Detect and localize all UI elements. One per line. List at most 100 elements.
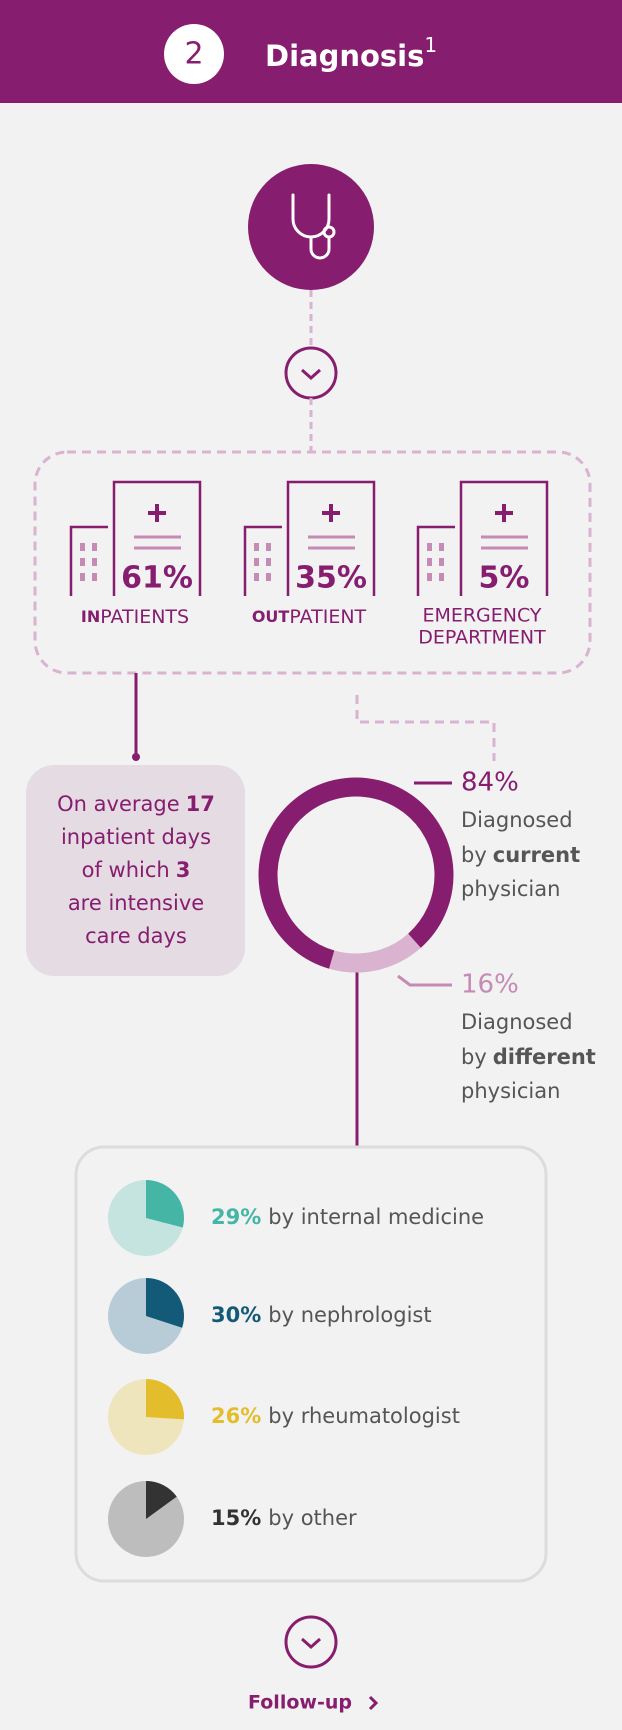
window [92,573,97,581]
diagnosis-text: by current [461,843,580,867]
care-label: EMERGENCY [422,605,541,627]
pie-wedge [146,1379,184,1420]
hospital-cross [148,504,166,522]
window [439,543,444,551]
diagnosis-text: Diagnosed [461,1010,573,1034]
note-text: of which [82,858,170,882]
window [439,573,444,581]
specialty-label: by other [268,1506,357,1530]
care-label-text: PATIENTS [100,606,189,628]
hospital-lines [308,535,355,550]
window [80,573,85,581]
specialty-label: by internal medicine [268,1205,484,1229]
specialty-text: 26% by rheumatologist [211,1404,460,1428]
diagnosis-text: physician [461,1079,560,1103]
diagnosis-by: by [461,843,487,867]
window [254,543,259,551]
stethoscope-icon [291,193,331,260]
window [266,573,271,581]
connector [355,695,496,761]
specialty-share: 26% [211,1404,261,1428]
donut-segment [258,777,454,969]
building-tall [112,480,202,596]
note-text: On average [57,792,179,816]
diagnosis-text: Diagnosed [461,808,573,832]
window [80,558,85,566]
pie-wedge [146,1481,177,1519]
footnote: 1 [424,33,437,57]
header-title: Diagnosis1 [265,33,437,74]
building-small [416,525,455,596]
specialty-share: 15% [211,1506,261,1530]
care-share: 35% [295,561,367,596]
diagnosis-text: physician [461,877,560,901]
specialty-text: 29% by internal medicine [211,1205,484,1229]
note-line: On average 17 [57,792,215,816]
specialties-box [74,1145,548,1583]
pie-wedge [146,1278,184,1328]
note-number: 17 [186,792,215,816]
care-share: 5% [479,561,530,596]
window [427,573,432,581]
care-label-prefix: OUT [252,607,290,626]
inpatient-note-box [26,765,245,976]
window [80,543,85,551]
building-small [69,525,108,596]
diagnosis-bold: different [493,1045,596,1069]
connector-dot [132,753,140,761]
specialty-text: 15% by other [211,1506,357,1530]
building-tall [459,480,549,596]
care-settings-box [33,450,592,675]
leader-line [397,974,452,987]
window [266,543,271,551]
diagnosis-bold: current [493,843,580,867]
title: Diagnosis [265,39,424,73]
hospital-lines [481,535,528,550]
care-label-text: PATIENT [289,606,366,628]
chevron-button[interactable] [284,1615,338,1669]
hospital-lines [134,535,181,550]
note-number: 3 [176,858,191,882]
link-arrow[interactable] [368,1695,379,1711]
note-line: care days [85,924,187,948]
care-label: OUTPATIENT [252,606,367,628]
specialty-share: 30% [211,1303,261,1327]
care-label: DEPARTMENT [418,627,546,649]
building-tall [286,480,376,596]
window [92,543,97,551]
step-badge [164,24,224,84]
building-small [243,525,282,596]
diagnosis-share: 84% [461,768,519,798]
care-label-prefix: IN [81,607,100,626]
window [266,558,271,566]
specialty-text: 30% by nephrologist [211,1303,432,1327]
stethoscope-badge [248,164,374,290]
diagnosis-text: by different [461,1045,596,1069]
window [254,573,259,581]
note-line: are intensive [68,891,204,915]
pie-wedge [146,1180,185,1228]
care-share: 61% [121,561,193,596]
window [92,558,97,566]
note-text: are intensive [68,891,204,915]
chevron [301,368,321,381]
stethoscope-chest [322,225,336,239]
note-text: inpatient days [61,825,211,849]
follow-up-link[interactable]: Follow-up [248,1692,352,1714]
specialty-label: by rheumatologist [268,1404,460,1428]
step-number: 2 [184,37,203,72]
chevron [301,1637,321,1650]
header-band [0,0,622,103]
specialty-share: 29% [211,1205,261,1229]
window [427,543,432,551]
note-line: inpatient days [61,825,211,849]
specialty-label: by nephrologist [268,1303,431,1327]
hospital-cross [322,504,340,522]
window [439,558,444,566]
note-text: care days [85,924,187,948]
care-label: INPATIENTS [81,606,189,628]
diagnosis-share: 16% [461,970,519,1000]
diagnosis-by: by [461,1045,487,1069]
window [254,558,259,566]
